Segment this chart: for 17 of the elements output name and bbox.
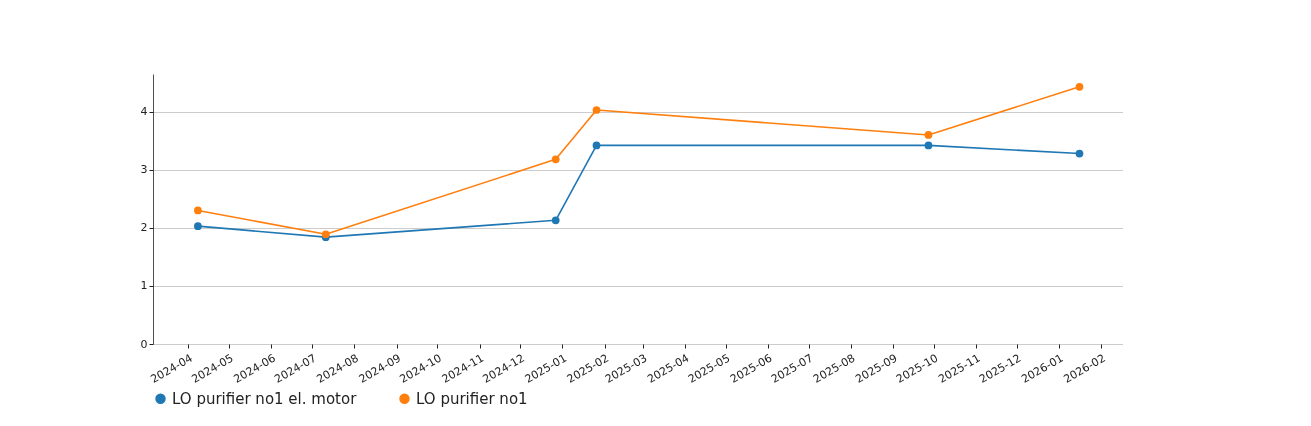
- legend-label: LO purifier no1: [416, 389, 528, 408]
- point: [592, 106, 601, 114]
- point: [194, 206, 202, 215]
- point: [592, 141, 601, 150]
- legend-label: LO purifier no1 el. motor: [172, 389, 358, 408]
- y-tick-label: 0: [140, 337, 148, 351]
- y-tick-label: 1: [140, 279, 148, 293]
- point: [924, 131, 933, 139]
- y-tick-label: 3: [140, 163, 148, 177]
- point: [551, 155, 560, 164]
- y-tick-label: 4: [140, 105, 148, 119]
- point: [551, 216, 560, 225]
- point: [194, 222, 202, 230]
- y-tick-label: 2: [140, 221, 148, 235]
- point: [924, 141, 933, 150]
- point: [1075, 149, 1084, 158]
- point: [1075, 82, 1084, 91]
